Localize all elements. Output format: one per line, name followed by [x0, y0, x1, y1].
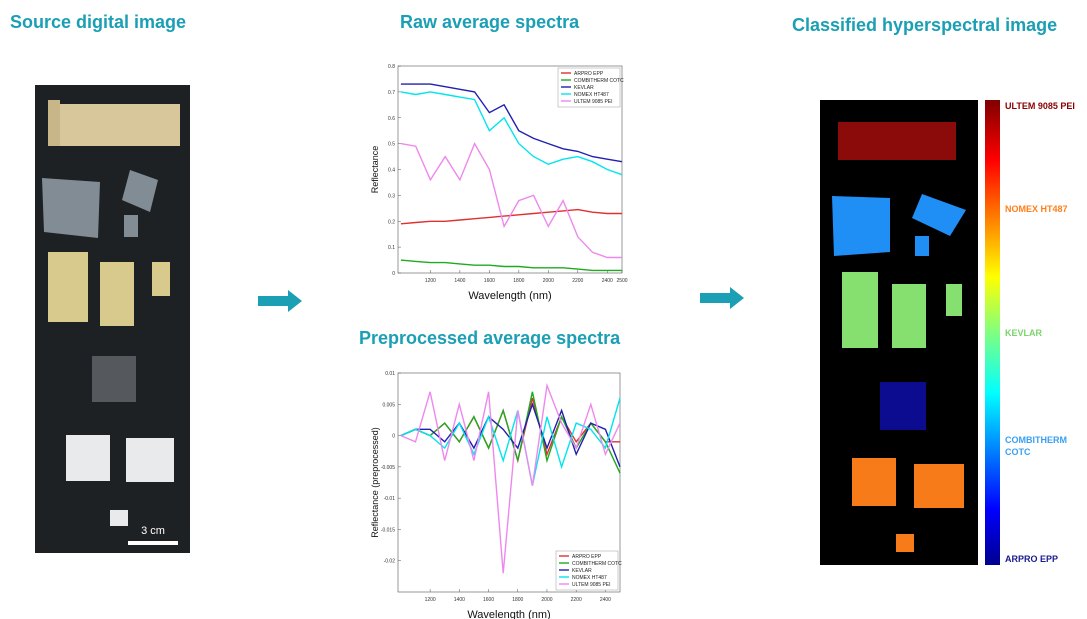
x-tick-label: 2400 — [600, 597, 611, 603]
x-axis-label: Wavelength (nm) — [467, 609, 550, 619]
page: 3 cm 1200140016001800200022002400250000.… — [0, 0, 1087, 619]
y-tick-label: 0 — [392, 434, 395, 440]
legend-label: KEVLAR — [572, 568, 592, 574]
figure: 3 cm 1200140016001800200022002400250000.… — [0, 0, 1087, 619]
heading: Preprocessed average spectra — [359, 328, 620, 349]
x-tick-label: 1400 — [454, 597, 465, 603]
y-tick-label: 0.1 — [388, 245, 395, 251]
x-tick-label: 1200 — [425, 597, 436, 603]
y-tick-label: 0.8 — [388, 64, 395, 70]
arrow — [258, 290, 302, 312]
y-tick-label: 0.7 — [388, 90, 395, 96]
heading: Classified hyperspectral image — [792, 15, 1057, 36]
y-tick-label: 0.5 — [388, 142, 395, 148]
x-tick-label: 1600 — [484, 278, 495, 284]
y-axis-label: Reflectance (preprocessed) — [370, 427, 380, 538]
scale-bar-label: 3 cm — [141, 525, 165, 537]
source-photo: 3 cm — [35, 85, 190, 553]
legend-label: COMBITHERM COTC — [572, 561, 622, 567]
x-tick-label: 2400 — [602, 278, 613, 284]
y-tick-label: 0.005 — [382, 402, 395, 408]
y-tick-label: -0.02 — [384, 559, 396, 565]
x-tick-label: 2000 — [543, 278, 554, 284]
legend-label: NOMEX HT487 — [574, 92, 609, 98]
legend-label: ULTEM 9085 PEI — [572, 582, 611, 588]
y-tick-label: -0.005 — [381, 465, 395, 471]
x-tick-label: 1400 — [454, 278, 465, 284]
y-tick-label: 0.3 — [388, 193, 395, 199]
legend-label: NOMEX HT487 — [572, 575, 607, 581]
y-tick-label: 0.01 — [385, 371, 395, 377]
colorbar-label: ULTEM 9085 PEI — [1005, 100, 1085, 112]
colorbar-label: KEVLAR — [1005, 327, 1085, 339]
legend-label: ULTEM 9085 PEI — [574, 99, 613, 105]
y-tick-label: 0.2 — [388, 219, 395, 225]
classified-image — [820, 100, 978, 565]
x-tick-label: 2200 — [571, 597, 582, 603]
heading: Source digital image — [10, 12, 186, 33]
y-axis-label: Reflectance — [370, 146, 380, 194]
y-tick-label: 0.4 — [388, 168, 395, 174]
x-axis-label: Wavelength (nm) — [468, 290, 551, 302]
y-tick-label: -0.015 — [381, 527, 395, 533]
colorbar-label: NOMEX HT487 — [1005, 203, 1085, 215]
arrow — [700, 287, 744, 309]
y-tick-label: -0.01 — [384, 496, 396, 502]
legend-label: ARPRO EPP — [572, 554, 602, 560]
x-tick-label: 1800 — [513, 278, 524, 284]
colorbar — [985, 100, 1000, 565]
colorbar-label: COMBITHERM COTC — [1005, 434, 1085, 458]
x-tick-label: 1600 — [483, 597, 494, 603]
x-tick-label: 2000 — [541, 597, 552, 603]
legend-label: ARPRO EPP — [574, 71, 604, 77]
x-tick-label: 2500 — [616, 278, 627, 284]
y-tick-label: 0.6 — [388, 116, 395, 122]
y-tick-label: 0 — [392, 271, 395, 277]
heading: Raw average spectra — [400, 12, 579, 33]
x-tick-label: 2200 — [572, 278, 583, 284]
x-tick-label: 1800 — [512, 597, 523, 603]
colorbar-label: ARPRO EPP — [1005, 553, 1085, 565]
x-tick-label: 1200 — [425, 278, 436, 284]
legend-label: KEVLAR — [574, 85, 594, 91]
legend-label: COMBITHERM COTC — [574, 78, 624, 84]
